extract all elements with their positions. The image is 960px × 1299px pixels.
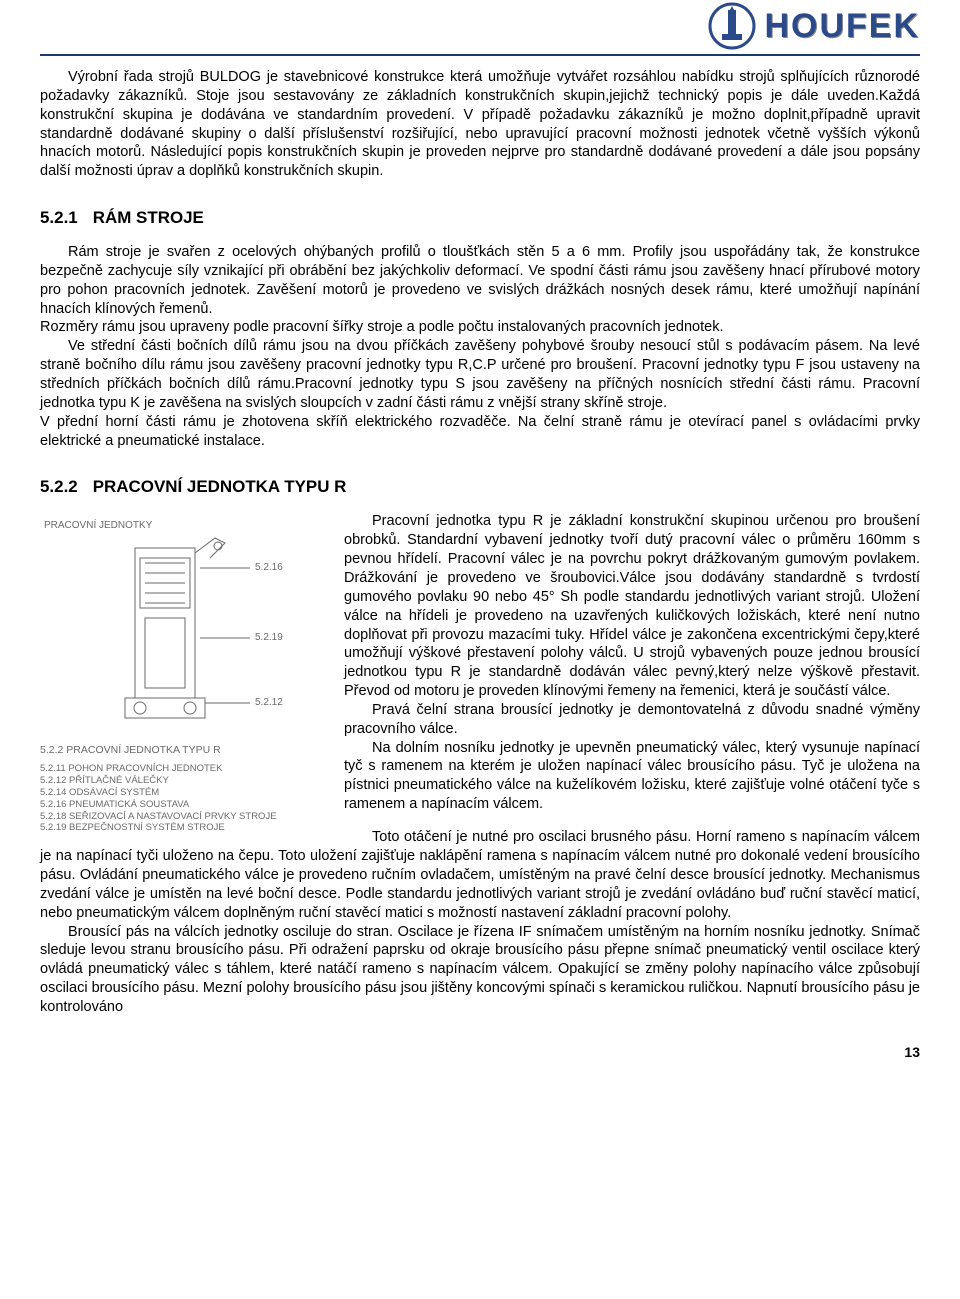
section-number: 5.2.2 bbox=[40, 476, 88, 498]
section-title: PRACOVNÍ JEDNOTKA TYPU R bbox=[93, 477, 347, 496]
section-title: RÁM STROJE bbox=[93, 208, 204, 227]
figure-list-item: 5.2.11 POHON PRACOVNÍCH JEDNOTEK bbox=[40, 763, 330, 775]
brand-logo: HOUFEK bbox=[708, 2, 920, 50]
figure-list-item: 5.2.16 PNEUMATICKÁ SOUSTAVA bbox=[40, 799, 330, 811]
figure-list: 5.2.11 POHON PRACOVNÍCH JEDNOTEK5.2.12 P… bbox=[40, 763, 330, 834]
section-521-heading: 5.2.1 RÁM STROJE bbox=[40, 207, 920, 229]
section-522-body-full: Toto otáčení je nutné pro oscilaci brusn… bbox=[40, 828, 920, 1016]
technical-drawing: PRACOVNÍ JEDNOTKY bbox=[40, 518, 330, 738]
figure-caption: 5.2.2 PRACOVNÍ JEDNOTKA TYPU R bbox=[40, 744, 330, 757]
figure-callout: 5.2.16 bbox=[255, 562, 283, 574]
section-522-heading: 5.2.2 PRACOVNÍ JEDNOTKA TYPU R bbox=[40, 476, 920, 498]
figure-list-item: 5.2.12 PŘÍTLAČNÉ VÁLEČKY bbox=[40, 775, 330, 787]
figure-callout: 5.2.19 bbox=[255, 632, 283, 644]
brand-text: HOUFEK bbox=[764, 4, 920, 48]
figure-callout: 5.2.12 bbox=[255, 697, 283, 709]
figure-list-item: 5.2.19 BEZPEČNOSTNÍ SYSTÉM STROJE bbox=[40, 822, 330, 834]
logo-icon bbox=[708, 2, 756, 50]
figure-title: PRACOVNÍ JEDNOTKY bbox=[44, 520, 152, 532]
figure-block: PRACOVNÍ JEDNOTKY bbox=[40, 518, 330, 834]
page-header: HOUFEK bbox=[40, 0, 920, 56]
section-number: 5.2.1 bbox=[40, 207, 88, 229]
page-number: 13 bbox=[40, 1043, 920, 1061]
figure-list-item: 5.2.18 SEŘIZOVACÍ A NASTAVOVACÍ PRVKY ST… bbox=[40, 811, 330, 823]
intro-paragraph: Výrobní řada strojů BULDOG je stavebnico… bbox=[40, 68, 920, 181]
figure-list-item: 5.2.14 ODSÁVACÍ SYSTÉM bbox=[40, 787, 330, 799]
section-521-body: Rám stroje je svařen z ocelových ohýbaný… bbox=[40, 243, 920, 450]
